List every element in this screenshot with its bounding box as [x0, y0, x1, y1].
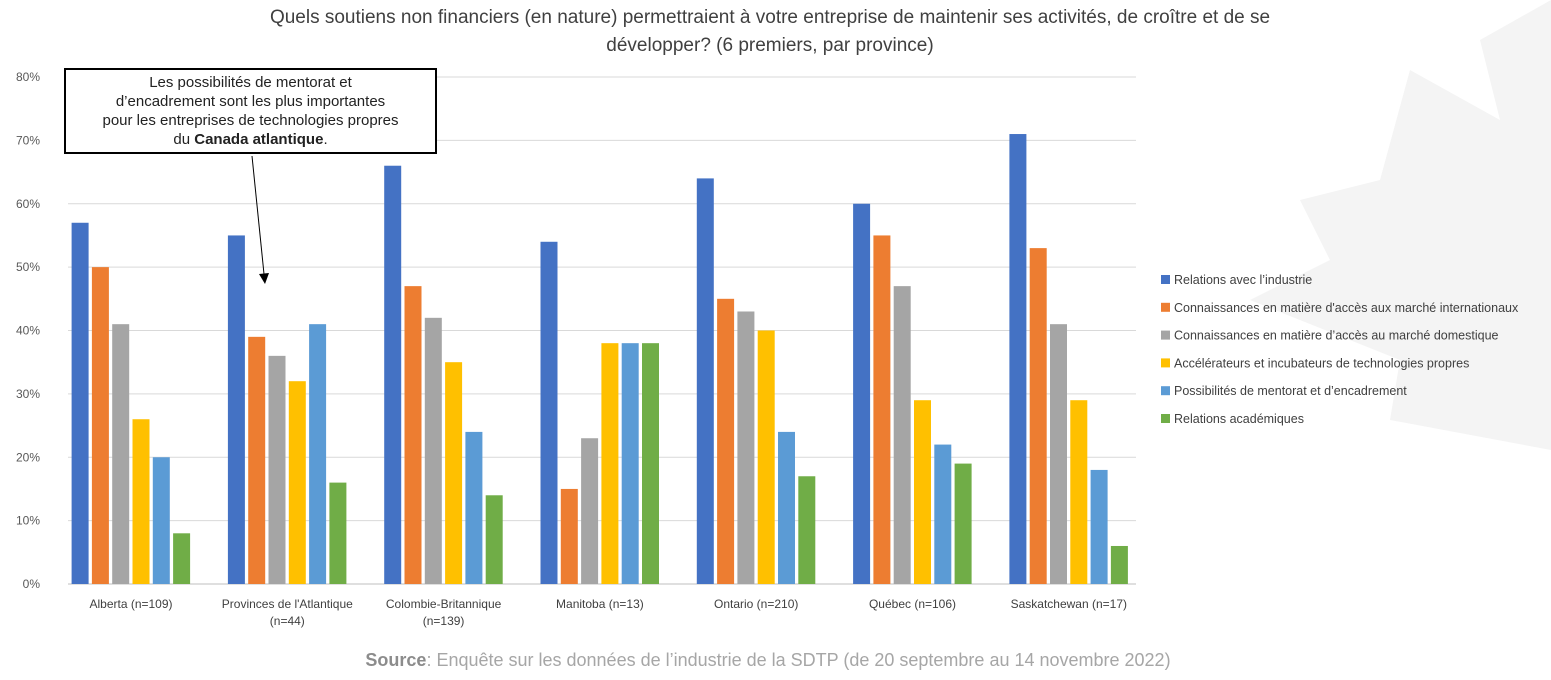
bar-1-6 — [853, 203, 871, 584]
bar-3-4 — [581, 438, 599, 584]
bar-2-4 — [560, 488, 578, 584]
x-tick-label: Saskatchewan (n=17) — [1011, 597, 1127, 611]
bar-5-4 — [621, 343, 639, 584]
bar-6-2 — [329, 482, 347, 584]
x-tick-label: Alberta (n=109) — [89, 597, 172, 611]
bar-5-6 — [934, 444, 952, 584]
y-tick-label: 30% — [16, 387, 40, 401]
legend-swatch — [1161, 386, 1170, 396]
bar-6-4 — [642, 343, 659, 584]
bar-1-4 — [540, 241, 558, 584]
chart-title-line-2: développer? (6 premiers, par province) — [606, 35, 933, 56]
legend-swatch — [1161, 414, 1170, 423]
y-tick-label: 0% — [23, 577, 41, 591]
legend-swatch — [1161, 358, 1170, 368]
bar-4-5 — [757, 330, 775, 584]
bar-3-3 — [424, 317, 442, 584]
x-tick-label: Manitoba (n=13) — [556, 597, 644, 611]
bar-6-1 — [173, 533, 191, 584]
source-note: Source: Enquête sur les données de l’ind… — [365, 650, 1170, 670]
bar-1-2 — [227, 235, 245, 584]
bar-4-7 — [1070, 400, 1088, 584]
y-tick-label: 50% — [16, 260, 40, 274]
bar-2-6 — [873, 235, 891, 584]
annotation-line: pour les entreprises de technologies pro… — [102, 112, 399, 129]
annotation-arrowhead — [259, 273, 269, 284]
bar-6-5 — [798, 476, 816, 584]
x-tick-label: Colombie-Britannique — [386, 597, 502, 611]
bar-2-5 — [717, 298, 735, 584]
bar-3-5 — [737, 311, 755, 584]
bar-2-1 — [91, 267, 109, 584]
legend-label: Connaissances en matière d'accès aux mar… — [1174, 301, 1519, 315]
bar-5-2 — [309, 324, 327, 584]
bar-1-7 — [1009, 134, 1027, 584]
bar-4-2 — [288, 381, 306, 584]
annotation-box: Les possibilités de mentorat et d’encadr… — [64, 68, 437, 154]
bar-1-1 — [71, 222, 89, 584]
bar-5-5 — [778, 431, 795, 584]
legend-label: Relations avec l’industrie — [1174, 273, 1312, 287]
x-tick-label: Provinces de l'Atlantique — [222, 597, 353, 611]
chart-title-line-1: Quels soutiens non financiers (en nature… — [270, 7, 1270, 28]
bar-4-1 — [132, 419, 150, 584]
bar-3-7 — [1050, 324, 1067, 584]
y-tick-label: 20% — [16, 450, 40, 464]
legend-label: Connaissances en matière d’accès au marc… — [1174, 329, 1499, 343]
bar-6-7 — [1110, 545, 1128, 584]
x-tick-label: (n=139) — [423, 614, 465, 628]
legend-label: Accélérateurs et incubateurs de technolo… — [1174, 356, 1469, 370]
bar-6-3 — [485, 495, 503, 584]
bar-2-3 — [404, 286, 422, 584]
annotation-line: Les possibilités de mentorat et — [149, 74, 352, 91]
y-tick-label: 80% — [16, 70, 40, 84]
annotation-line: du Canada atlantique. — [173, 131, 328, 148]
bar-4-3 — [445, 362, 463, 584]
annotation-arrow — [251, 155, 265, 275]
bar-4-6 — [914, 400, 931, 584]
legend-label: Relations académiques — [1174, 412, 1304, 426]
bar-3-1 — [112, 324, 130, 584]
bar-2-7 — [1029, 248, 1047, 585]
legend-swatch — [1161, 302, 1170, 312]
y-tick-label: 60% — [16, 197, 40, 211]
bar-4-4 — [601, 343, 619, 584]
x-tick-label: Ontario (n=210) — [714, 597, 798, 611]
bar-5-7 — [1090, 469, 1108, 584]
y-tick-label: 70% — [16, 133, 40, 147]
bar-5-1 — [152, 457, 170, 584]
bar-5-3 — [465, 431, 483, 584]
legend-swatch — [1161, 330, 1170, 340]
maple-leaf-watermark — [1250, 0, 1551, 450]
legend-label: Possibilités de mentorat et d’encadremen… — [1174, 384, 1407, 398]
x-tick-label: Québec (n=106) — [869, 597, 956, 611]
legend-swatch — [1161, 275, 1170, 284]
bar-2-2 — [248, 336, 266, 584]
x-tick-label: (n=44) — [270, 614, 305, 628]
bar-3-6 — [893, 286, 911, 584]
annotation-line: d’encadrement sont les plus importantes — [115, 93, 386, 110]
bar-3-2 — [268, 355, 286, 584]
y-tick-label: 10% — [16, 514, 40, 528]
bar-6-6 — [954, 463, 972, 584]
bar-1-5 — [696, 178, 714, 584]
y-tick-label: 40% — [16, 324, 40, 338]
bar-1-3 — [384, 165, 402, 584]
